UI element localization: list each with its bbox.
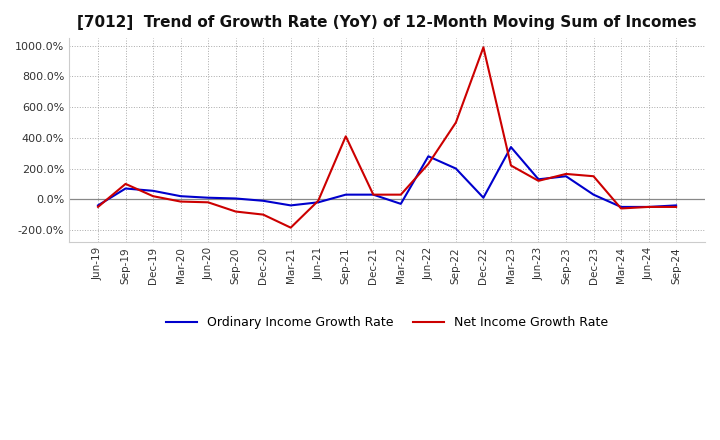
Ordinary Income Growth Rate	[231, 196, 240, 201]
Net Income Growth Rate	[644, 204, 653, 209]
Ordinary Income Growth Rate	[479, 195, 487, 200]
Net Income Growth Rate	[397, 192, 405, 197]
Line: Ordinary Income Growth Rate: Ordinary Income Growth Rate	[98, 147, 676, 207]
Net Income Growth Rate	[314, 198, 323, 203]
Net Income Growth Rate	[589, 174, 598, 179]
Ordinary Income Growth Rate	[314, 200, 323, 205]
Ordinary Income Growth Rate	[589, 192, 598, 197]
Ordinary Income Growth Rate	[369, 192, 377, 197]
Net Income Growth Rate	[259, 212, 268, 217]
Ordinary Income Growth Rate	[562, 174, 570, 179]
Net Income Growth Rate	[341, 134, 350, 139]
Legend: Ordinary Income Growth Rate, Net Income Growth Rate: Ordinary Income Growth Rate, Net Income …	[161, 311, 613, 334]
Net Income Growth Rate	[507, 163, 516, 168]
Ordinary Income Growth Rate	[121, 186, 130, 191]
Ordinary Income Growth Rate	[534, 177, 543, 182]
Net Income Growth Rate	[534, 178, 543, 183]
Ordinary Income Growth Rate	[94, 203, 102, 208]
Ordinary Income Growth Rate	[507, 144, 516, 150]
Net Income Growth Rate	[121, 181, 130, 187]
Ordinary Income Growth Rate	[397, 201, 405, 206]
Ordinary Income Growth Rate	[617, 204, 626, 209]
Net Income Growth Rate	[204, 200, 212, 205]
Net Income Growth Rate	[451, 120, 460, 125]
Net Income Growth Rate	[617, 206, 626, 211]
Net Income Growth Rate	[369, 192, 377, 197]
Net Income Growth Rate	[149, 194, 158, 199]
Net Income Growth Rate	[672, 204, 680, 209]
Ordinary Income Growth Rate	[644, 204, 653, 209]
Ordinary Income Growth Rate	[672, 203, 680, 208]
Ordinary Income Growth Rate	[259, 198, 268, 203]
Line: Net Income Growth Rate: Net Income Growth Rate	[98, 48, 676, 227]
Net Income Growth Rate	[424, 161, 433, 167]
Net Income Growth Rate	[231, 209, 240, 214]
Ordinary Income Growth Rate	[176, 194, 185, 199]
Ordinary Income Growth Rate	[341, 192, 350, 197]
Ordinary Income Growth Rate	[287, 203, 295, 208]
Ordinary Income Growth Rate	[451, 166, 460, 171]
Net Income Growth Rate	[287, 225, 295, 230]
Net Income Growth Rate	[562, 171, 570, 176]
Ordinary Income Growth Rate	[149, 188, 158, 194]
Net Income Growth Rate	[479, 45, 487, 50]
Title: [7012]  Trend of Growth Rate (YoY) of 12-Month Moving Sum of Incomes: [7012] Trend of Growth Rate (YoY) of 12-…	[77, 15, 697, 30]
Ordinary Income Growth Rate	[424, 154, 433, 159]
Ordinary Income Growth Rate	[204, 195, 212, 200]
Net Income Growth Rate	[176, 199, 185, 204]
Net Income Growth Rate	[94, 204, 102, 209]
